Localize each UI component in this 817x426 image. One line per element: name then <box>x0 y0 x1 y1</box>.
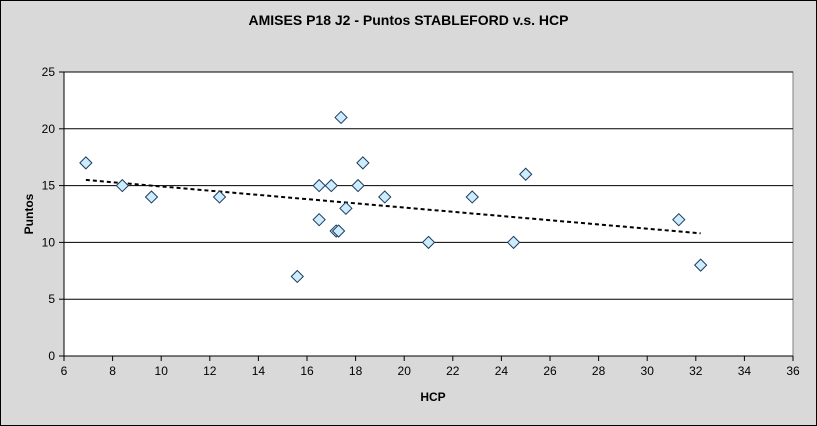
x-tick-label: 32 <box>689 364 703 378</box>
data-point <box>339 201 353 216</box>
trendline <box>85 178 701 235</box>
y-tick-label: 20 <box>42 122 56 136</box>
data-point <box>79 156 93 170</box>
data-point <box>465 190 479 204</box>
y-tick-label: 0 <box>48 349 55 363</box>
x-axis-label: HCP <box>420 390 446 404</box>
x-tick-label: 34 <box>738 364 752 378</box>
x-tick-label: 18 <box>349 364 363 378</box>
data-point <box>421 235 436 250</box>
x-tick-label: 6 <box>61 364 68 378</box>
y-axis-label: Puntos <box>22 193 36 235</box>
data-point <box>212 190 227 204</box>
y-tick-label: 25 <box>42 65 56 79</box>
data-point <box>693 258 708 272</box>
y-tick-label: 15 <box>42 179 56 193</box>
x-tick-label: 28 <box>592 364 606 378</box>
y-tick-label: 5 <box>48 292 55 306</box>
data-point <box>351 178 365 193</box>
data-point <box>324 178 339 193</box>
x-tick-label: 24 <box>495 364 509 378</box>
data-point <box>378 190 392 204</box>
data-point <box>312 178 326 193</box>
data-point <box>672 212 686 227</box>
x-tick-label: 22 <box>446 364 460 378</box>
data-point <box>518 167 533 181</box>
x-tick-label: 36 <box>786 364 800 378</box>
plot-area <box>63 71 794 357</box>
chart-title: AMISES P18 J2 - Puntos STABLEFORD v.s. H… <box>248 12 569 28</box>
data-point <box>331 224 346 238</box>
data-point <box>115 178 130 193</box>
x-tick-label: 14 <box>252 364 266 378</box>
y-tick-label: 10 <box>42 235 56 249</box>
x-tick-label: 20 <box>398 364 412 378</box>
x-tick-label: 16 <box>300 364 314 378</box>
data-point <box>290 269 304 284</box>
x-tick-label: 10 <box>155 364 169 378</box>
data-point <box>144 190 159 204</box>
x-tick-label: 30 <box>641 364 655 378</box>
data-point <box>356 156 370 170</box>
data-point <box>334 110 348 125</box>
data-point <box>506 235 521 250</box>
x-tick-label: 12 <box>203 364 217 378</box>
x-tick-label: 26 <box>543 364 557 378</box>
x-tick-label: 8 <box>109 364 116 378</box>
data-point <box>312 212 326 227</box>
